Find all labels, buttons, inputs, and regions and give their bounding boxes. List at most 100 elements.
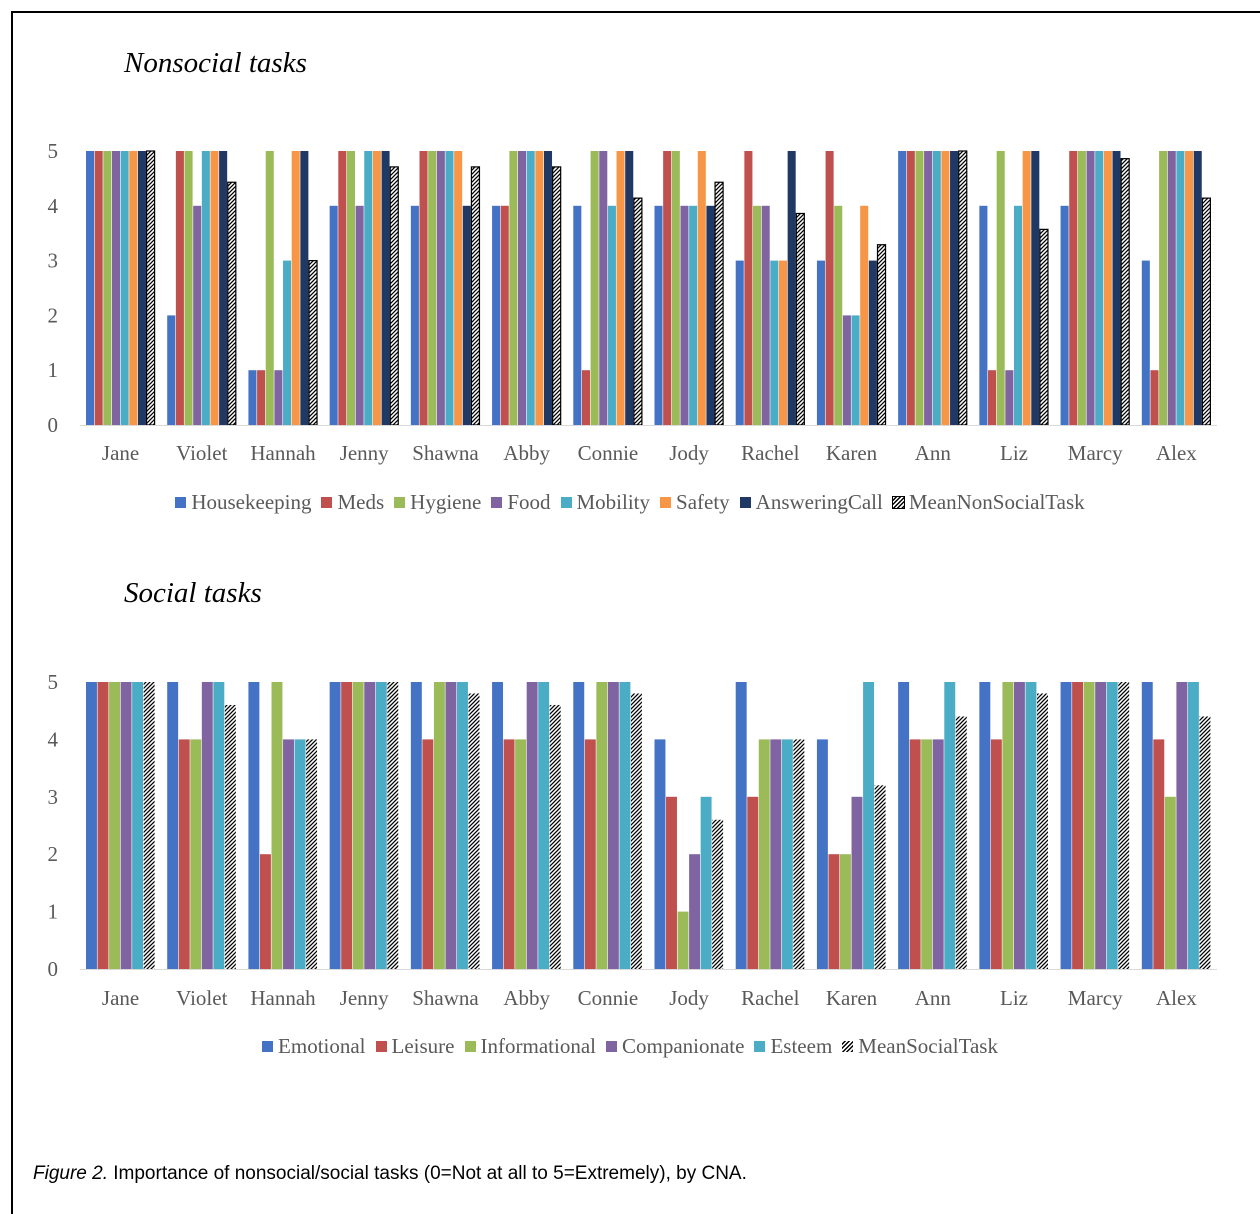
legend-label: Safety [676,490,730,514]
bar-hygiene-abby [509,151,518,425]
legend-item: Safety [660,490,730,515]
x-category-label: Liz [1000,986,1028,1010]
legend-swatch [660,497,672,508]
bar-housekeeping-abby [492,205,501,425]
bar-informational-karen [840,854,851,969]
legend-item: Emotional [262,1034,366,1059]
legend-label: Emotional [278,1034,366,1058]
bar-safety-marcy [1103,151,1112,425]
legend-swatch [605,1041,617,1052]
legend-label: MeanSocialTask [858,1034,998,1058]
x-category-label: Jane [102,986,139,1010]
bar-housekeeping-marcy [1060,205,1069,425]
chart1-legend: Housekeeping Meds Hygiene Food Mobility Safet… [0,490,1260,515]
bar-food-violet [193,205,202,425]
bar-esteem-jody [700,796,712,969]
bar-leisure-karen [828,854,840,969]
bar-emotional-rachel [735,682,747,969]
bar-housekeeping-alex [1141,260,1150,425]
bar-mobility-ann [932,151,941,425]
bar-informational-alex [1164,796,1176,969]
bar-meds-hannah [257,370,266,425]
x-category-label: Violet [176,441,227,465]
bar-companionate-alex [1176,682,1188,969]
y-tick-label: 4 [48,727,59,751]
bar-housekeeping-violet [167,315,176,425]
bar-hygiene-jody [671,151,680,425]
bar-meds-connie [581,370,590,425]
legend-label: Food [507,490,551,514]
bar-mobility-jenny [364,151,373,425]
bar-leisure-alex [1153,739,1165,969]
bar-meansocialtask-jane [143,682,155,969]
bar-emotional-ann [898,682,910,969]
bar-meannonsocialtask-alex [1201,197,1211,426]
bar-mobility-rachel [770,260,779,425]
bar-emotional-liz [979,682,991,969]
bar-answeringcall-hannah [300,151,309,425]
bar-safety-jenny [372,151,381,425]
x-category-label: Rachel [741,986,799,1010]
legend-swatch [394,497,406,508]
bar-meannonsocialtask-liz [1039,228,1049,426]
bar-informational-jane [109,682,121,969]
bar-meannonsocialtask-violet [227,181,237,426]
legend-item: Informational [464,1034,596,1059]
x-category-label: Jody [669,986,709,1010]
bar-emotional-jenny [329,682,341,969]
bar-leisure-abby [503,739,515,969]
bar-safety-jody [697,151,706,425]
caption-label: Figure 2. [33,1163,108,1184]
bar-informational-ann [921,739,933,969]
x-category-label: Alex [1156,441,1197,465]
bar-meannonsocialtask-ann [958,150,968,426]
bar-companionate-marcy [1095,682,1107,969]
y-tick-label: 2 [48,303,59,327]
bar-mobility-karen [851,315,860,425]
y-tick-label: 2 [48,842,59,866]
bar-meansocialtask-jody [712,819,724,969]
bar-housekeeping-shawna [410,205,419,425]
bar-emotional-jody [654,739,666,969]
y-tick-label: 1 [48,358,59,382]
bar-meansocialtask-alex [1199,716,1211,969]
chart2-title: Social tasks [124,577,262,609]
x-category-label: Hannah [250,986,316,1010]
bar-leisure-liz [990,739,1002,969]
bar-mobility-hannah [283,260,292,425]
x-category-label: Jody [669,441,709,465]
bar-answeringcall-liz [1031,151,1040,425]
bar-hygiene-shawna [428,151,437,425]
legend-label: MeanNonSocialTask [908,490,1085,514]
bar-answeringcall-karen [868,260,877,425]
legend-label: Companionate [621,1034,745,1058]
x-category-label: Karen [826,441,878,465]
bar-esteem-hannah [294,739,306,969]
y-tick-label: 4 [48,194,59,218]
bar-meannonsocialtask-jody [714,181,724,426]
bar-housekeeping-ann [898,151,907,425]
bar-hygiene-violet [184,151,193,425]
x-category-label: Jenny [340,441,389,465]
x-category-label: Marcy [1068,441,1123,465]
bar-companionate-jane [120,682,132,969]
bar-companionate-violet [201,682,213,969]
bar-answeringcall-jenny [381,151,390,425]
bar-esteem-liz [1025,682,1037,969]
legend-label: Leisure [391,1034,455,1058]
bar-meannonsocialtask-abby [552,166,562,426]
bar-emotional-abby [492,682,504,969]
y-tick-label: 0 [48,413,59,437]
legend-label: AnsweringCall [755,490,883,514]
bar-housekeeping-hannah [248,370,257,425]
bar-mobility-alex [1176,151,1185,425]
bar-food-hannah [274,370,283,425]
bar-meds-rachel [744,151,753,425]
legend-swatch [464,1041,476,1052]
bar-answeringcall-jody [706,205,715,425]
x-category-label: Jane [102,441,139,465]
bar-companionate-ann [932,739,944,969]
bar-mobility-violet [201,151,210,425]
bar-food-jody [680,205,689,425]
bar-hygiene-jane [103,151,112,425]
